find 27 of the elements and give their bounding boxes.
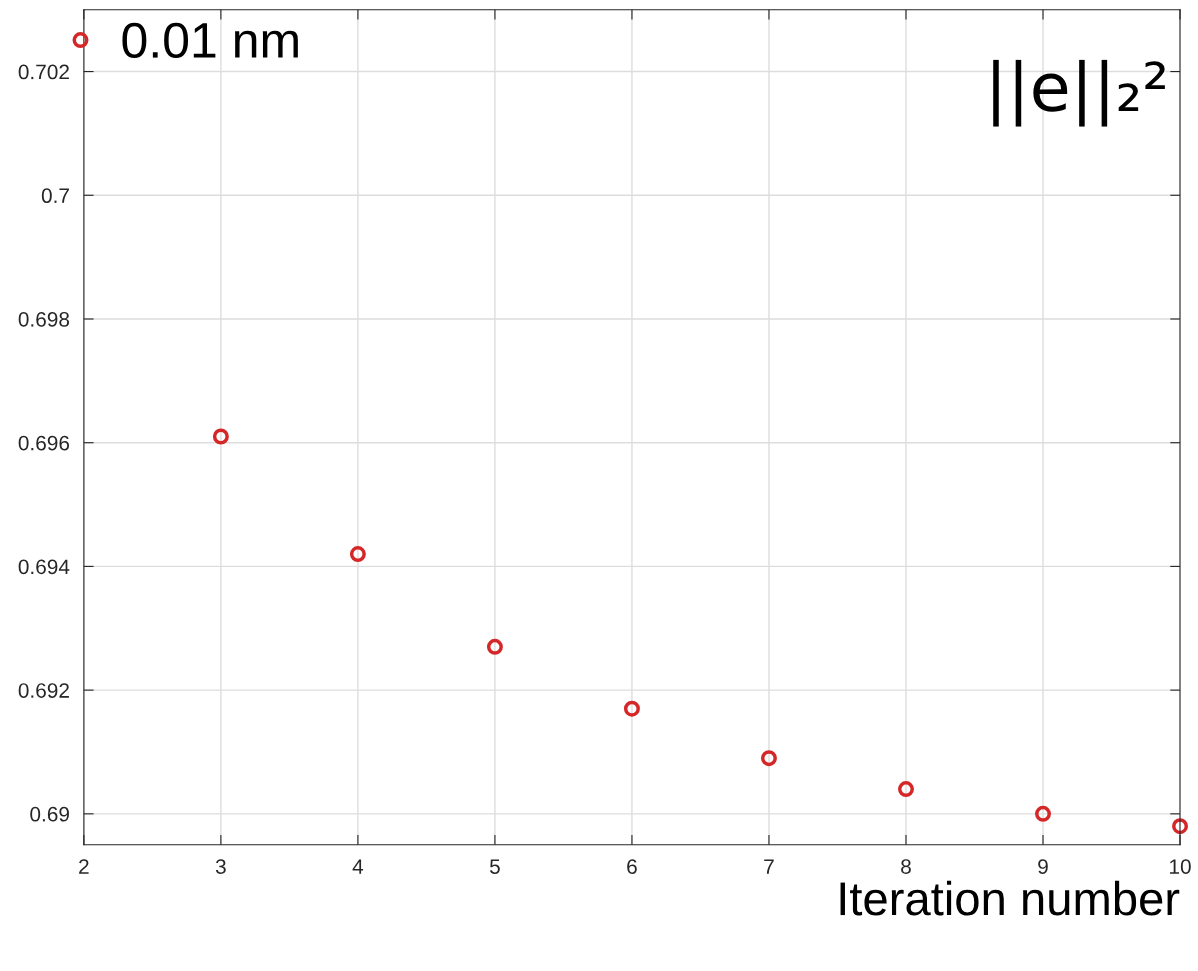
y-tick-label: 0.7 <box>41 188 69 204</box>
point <box>349 546 366 563</box>
x-axis-title: Iteration number <box>840 880 1180 916</box>
y-tick-label: 0.702 <box>18 64 69 80</box>
x-tick-label: 8 <box>901 859 911 874</box>
y-tick-label: 0.69 <box>30 806 69 822</box>
point <box>212 428 229 445</box>
x-tick-label: 9 <box>1038 859 1048 874</box>
x-tick-label: 5 <box>489 859 500 874</box>
y-tick-label: 0.696 <box>18 435 70 451</box>
point <box>898 781 914 798</box>
y-tick-label: 0.694 <box>18 559 70 575</box>
x-tick-label: 3 <box>215 859 226 874</box>
y-tick-label: 0.692 <box>18 683 69 698</box>
y-tick-label: 0.698 <box>18 311 70 327</box>
x-tick-label: 7 <box>764 859 774 874</box>
annotation: ||e||₂² <box>993 59 1165 127</box>
legend-label: 0.01 nm <box>122 22 298 59</box>
point <box>623 700 640 717</box>
x-tick-label: 4 <box>352 859 364 874</box>
point <box>760 750 777 767</box>
x-tick-label: 10 <box>1170 859 1191 874</box>
x-tick-label: 6 <box>627 859 637 874</box>
point <box>1172 818 1189 835</box>
point <box>486 638 503 655</box>
point <box>1035 805 1051 822</box>
x-tick-label: 2 <box>79 859 89 874</box>
